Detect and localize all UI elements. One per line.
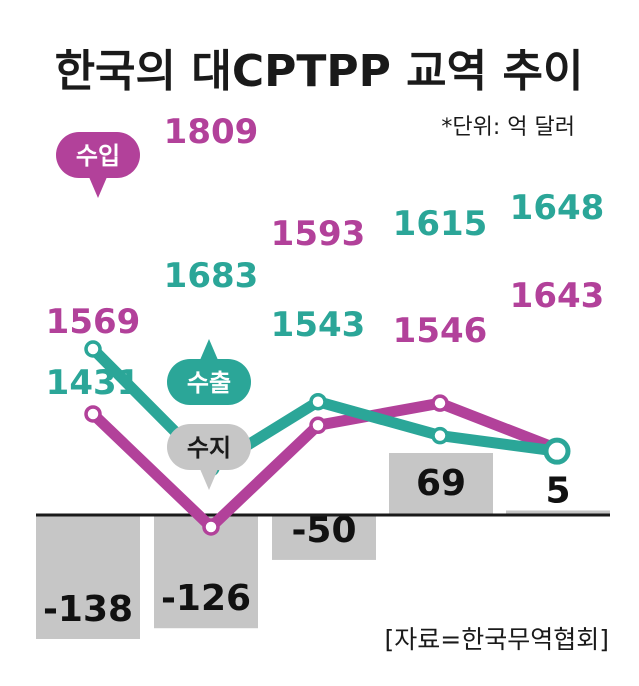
balance-bar	[36, 515, 140, 639]
balance-bar	[389, 453, 493, 515]
import-value-label: 1569	[46, 302, 141, 342]
balance-bar	[506, 510, 610, 515]
balance-bars: -138 -126 -50 69 5	[36, 453, 610, 639]
export-point	[84, 340, 102, 358]
balance-legend-label: 수지	[187, 434, 231, 462]
import-point	[202, 518, 220, 536]
export-line	[87, 343, 563, 474]
trade-lines: 1569 1809 1593 1546 1643 1431 1683 1543 1615 1648	[46, 112, 605, 536]
export-value-label: 1543	[271, 305, 366, 345]
export-legend-bubble: 수출	[167, 339, 251, 405]
import-point	[431, 394, 449, 412]
import-legend-bubble: 수입	[56, 132, 140, 198]
export-value-label: 1648	[510, 188, 605, 228]
balance-value-label: -138	[43, 589, 133, 630]
balance-value-label: 69	[416, 463, 466, 504]
import-value-label: 1546	[393, 311, 488, 351]
import-value-label: 1643	[510, 276, 605, 316]
balance-value-label: 5	[545, 471, 570, 512]
import-point	[84, 405, 102, 423]
export-legend-label: 수출	[187, 369, 231, 397]
import-legend-label: 수입	[76, 142, 120, 170]
import-value-label: 1593	[271, 214, 366, 254]
balance-value-label: -126	[161, 578, 251, 619]
balance-bar	[272, 515, 376, 560]
source-note: [자료=한국무역협회]	[385, 625, 609, 654]
import-point	[309, 416, 327, 435]
unit-note: *단위: 억 달러	[441, 115, 575, 140]
export-end-point	[543, 437, 571, 465]
export-point	[431, 426, 449, 445]
balance-value-label: -50	[291, 510, 356, 551]
export-point	[309, 392, 327, 411]
export-value-label: 1615	[393, 204, 488, 244]
balance-legend-bubble: 수지	[167, 424, 251, 490]
chart-title: 한국의 대CPTPP 교역 추이	[55, 46, 584, 97]
export-value-label: 1683	[164, 256, 259, 296]
import-value-label: 1809	[164, 112, 259, 152]
export-value-label: 1431	[46, 363, 141, 403]
